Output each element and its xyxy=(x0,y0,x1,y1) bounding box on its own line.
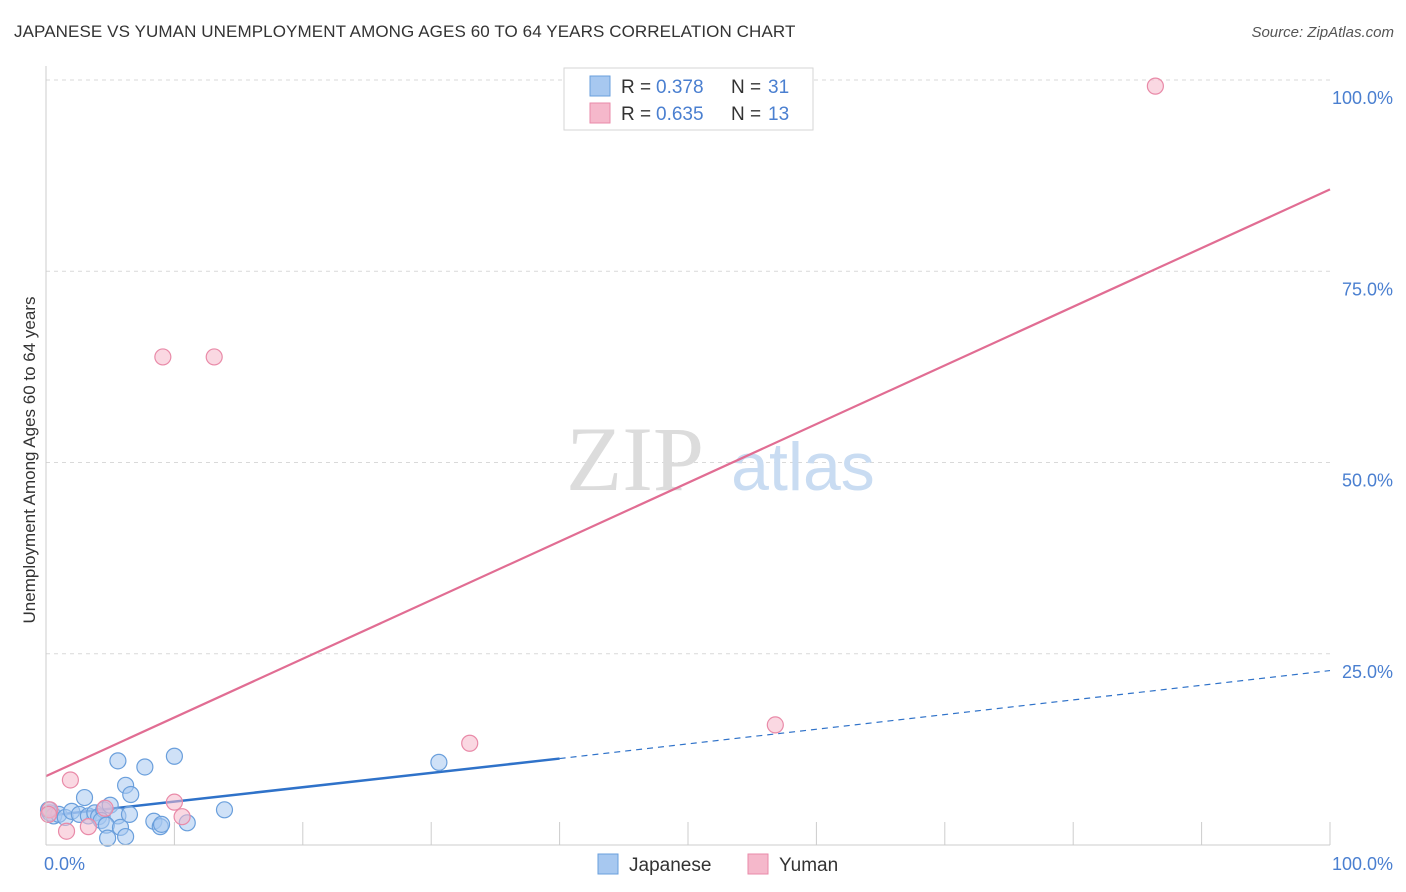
legend-swatch-japanese xyxy=(589,75,611,97)
japanese-trend-extension xyxy=(559,669,1331,760)
legend-n-label: N = xyxy=(731,77,761,98)
yuman-point xyxy=(96,799,114,817)
axes xyxy=(45,66,1331,846)
watermark-atlas: atlas xyxy=(731,429,875,505)
yuman-point xyxy=(57,822,76,840)
japanese-point xyxy=(215,801,234,819)
legend-n-value: 31 xyxy=(768,77,789,98)
y-tick-label: 75.0% xyxy=(1342,279,1393,299)
yuman-point xyxy=(205,348,223,366)
y-tick-label: 25.0% xyxy=(1342,662,1393,682)
yuman-point xyxy=(61,771,79,789)
yuman-point xyxy=(173,808,191,826)
yuman-point xyxy=(165,793,183,811)
legend-r-label: R = xyxy=(621,77,651,98)
chart-title: JAPANESE VS YUMAN UNEMPLOYMENT AMONG AGE… xyxy=(14,22,796,41)
legend: R = 0.378 N = 31 R = 0.635 N = 13 xyxy=(563,67,814,131)
yuman-trend-line xyxy=(45,188,1331,778)
yuman-point xyxy=(1146,77,1164,95)
x-tick-label: 0.0% xyxy=(44,854,85,874)
y-tick-label: 100.0% xyxy=(1332,88,1393,108)
legend-r-label: R = xyxy=(621,104,651,125)
legend-swatch-yuman xyxy=(589,102,611,124)
yuman-point xyxy=(39,805,58,824)
legend-r-value: 0.378 xyxy=(656,77,704,98)
japanese-point xyxy=(165,747,183,765)
yuman-point xyxy=(79,818,97,836)
japanese-point xyxy=(122,785,140,804)
japanese-point xyxy=(430,753,448,771)
source-credit: Source: ZipAtlas.com xyxy=(1251,24,1394,41)
japanese-point xyxy=(109,752,127,770)
japanese-point xyxy=(75,788,94,807)
yuman-point xyxy=(461,734,479,752)
bottom-legend-swatch-japanese xyxy=(597,853,619,875)
legend-n-label: N = xyxy=(731,104,761,125)
x-tick-label: 100.0% xyxy=(1332,854,1393,874)
legend-r-value: 0.635 xyxy=(656,104,704,125)
watermark-zip: ZIP xyxy=(566,408,704,510)
japanese-point xyxy=(99,829,117,847)
grid-lines xyxy=(46,79,1330,655)
y-axis-label: Unemployment Among Ages 60 to 64 years xyxy=(20,296,39,624)
yuman-point xyxy=(154,348,172,366)
bottom-legend: Japanese Yuman xyxy=(597,853,838,876)
data-points xyxy=(39,77,1164,847)
yuman-point xyxy=(766,716,784,734)
y-tick-label: 50.0% xyxy=(1342,471,1393,491)
tick-labels: 25.0% 50.0% 75.0% 100.0% 0.0% 100.0% xyxy=(44,88,1393,874)
legend-n-value: 13 xyxy=(768,104,789,125)
watermark: ZIP atlas xyxy=(566,408,875,510)
bottom-legend-swatch-yuman xyxy=(747,853,769,875)
bottom-legend-label-japanese: Japanese xyxy=(629,855,711,876)
japanese-point xyxy=(120,805,139,824)
japanese-point xyxy=(152,815,171,833)
bottom-legend-label-yuman: Yuman xyxy=(779,855,838,876)
japanese-point xyxy=(136,758,154,776)
japanese-point xyxy=(117,827,135,846)
